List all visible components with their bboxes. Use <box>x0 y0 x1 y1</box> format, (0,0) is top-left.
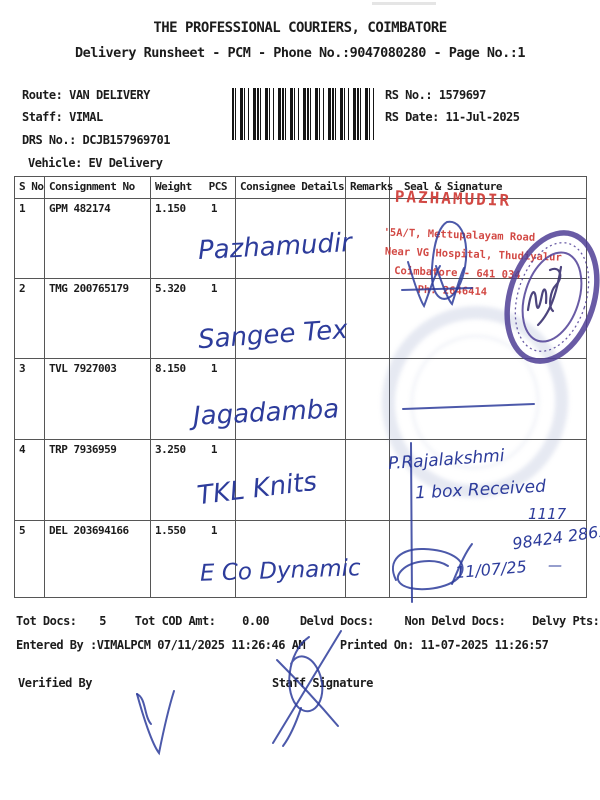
entered-by: Entered By :VIMALPCM 07/11/2025 11:26:46… <box>16 638 306 652</box>
cell-consignee <box>235 198 346 279</box>
table-row: 3 TVL 7927003 8.150 1 <box>14 358 587 440</box>
cell-remarks <box>345 198 390 279</box>
cell-seal <box>389 198 587 279</box>
cell-sno: 4 <box>14 439 45 521</box>
table-header-row: S No Consignment No Weight PCS Consignee … <box>14 176 587 199</box>
cell-remarks <box>345 439 390 521</box>
staff-value: VIMAL <box>69 110 103 124</box>
col-consignee: Consignee Details <box>235 176 346 199</box>
cell-consignee <box>235 278 346 359</box>
cell-sno: 1 <box>14 198 45 279</box>
cell-seal <box>389 520 587 598</box>
cell-consignment: DEL 203694166 <box>44 520 151 598</box>
company-title: THE PROFESSIONAL COURIERS, COIMBATORE <box>153 20 447 36</box>
cell-seal <box>389 439 587 521</box>
vehicle-value: EV Delivery <box>88 156 163 170</box>
cell-consignment: TMG 200765179 <box>44 278 151 359</box>
cell-weight-pcs: 3.250 1 <box>150 439 236 521</box>
drs-label: DRS No.: <box>22 133 76 147</box>
rs-date-label: RS Date: <box>385 110 439 124</box>
non-delvd-docs-label: Non Delvd Docs: <box>404 614 506 628</box>
delvd-docs-label: Delvd Docs: <box>299 614 374 628</box>
audit-line: Entered By :VIMALPCM 07/11/2025 11:26:46… <box>16 638 549 652</box>
printed-on: Printed On: 11-07-2025 11:26:57 <box>339 638 549 652</box>
col-consignment: Consignment No <box>44 176 151 199</box>
tot-cod-value: 0.00 <box>242 614 270 628</box>
cell-sno: 5 <box>14 520 45 598</box>
runsheet-subtitle: Delivery Runsheet - PCM - Phone No.:9047… <box>74 45 526 61</box>
cell-sno: 2 <box>14 278 45 359</box>
rs-date-line: RS Date: 11-Jul-2025 <box>385 110 520 124</box>
col-seal: Seal & Signature <box>389 176 587 199</box>
rs-no-line: RS No.: 1579697 <box>385 88 486 102</box>
col-sno: S No <box>14 176 45 199</box>
cell-remarks <box>345 520 390 598</box>
rs-no-value: 1579697 <box>438 88 487 102</box>
scan-artifact <box>372 2 436 5</box>
table-row: 2 TMG 200765179 5.320 1 <box>14 278 587 359</box>
staff-signature-cross <box>276 659 339 727</box>
rs-date-value: 11-Jul-2025 <box>445 110 520 124</box>
cell-seal <box>389 358 587 440</box>
vehicle-label: Vehicle: <box>28 156 82 170</box>
cell-consignee <box>235 358 346 440</box>
route-line: Route: VAN DELIVERY <box>22 88 150 102</box>
tot-docs-value: 5 <box>99 614 106 628</box>
table-row: 1 GPM 482174 1.150 1 <box>14 198 587 279</box>
cell-weight-pcs: 8.150 1 <box>150 358 236 440</box>
verified-by-label: Verified By <box>18 676 92 690</box>
col-remarks: Remarks <box>345 176 393 199</box>
staff-line: Staff: VIMAL <box>22 110 103 124</box>
route-value: VAN DELIVERY <box>69 88 150 102</box>
drs-line: DRS No.: DCJB157969701 <box>22 133 170 147</box>
cell-remarks <box>345 278 390 359</box>
verified-signature <box>136 690 175 756</box>
vehicle-line: Vehicle: EV Delivery <box>28 156 163 170</box>
route-label: Route: <box>22 88 63 102</box>
tot-cod-label: Tot COD Amt: <box>134 614 216 628</box>
cell-seal <box>389 278 587 359</box>
staff-signature-tail <box>282 707 302 747</box>
cell-consignment: TRP 7936959 <box>44 439 151 521</box>
table-row: 5 DEL 203694166 1.550 1 <box>14 520 587 598</box>
cell-consignee <box>235 439 346 521</box>
cell-remarks <box>345 358 390 440</box>
col-pcs: PCS <box>208 180 228 193</box>
cell-weight-pcs: 5.320 1 <box>150 278 236 359</box>
col-weight-pcs: Weight PCS <box>150 176 236 199</box>
staff-label: Staff: <box>22 110 63 124</box>
rs-no-label: RS No.: <box>385 88 433 102</box>
cell-weight-pcs: 1.150 1 <box>150 198 236 279</box>
cell-sno: 3 <box>14 358 45 440</box>
totals-line: Tot Docs: 5 Tot COD Amt: 0.00 Delvd Docs… <box>16 614 600 628</box>
drs-value: DCJB157969701 <box>82 133 171 147</box>
runsheet-barcode <box>232 88 375 140</box>
col-weight: Weight <box>155 180 192 193</box>
staff-signature-label: Staff Signature <box>272 676 373 690</box>
delvy-pts-label: Delvy Pts: <box>532 614 600 628</box>
consignment-table: S No Consignment No Weight PCS Consignee … <box>14 176 587 598</box>
cell-consignment: TVL 7927003 <box>44 358 151 440</box>
cell-weight-pcs: 1.550 1 <box>150 520 236 598</box>
verified-signature-loop <box>136 693 152 725</box>
tot-docs-label: Tot Docs: <box>16 614 77 628</box>
cell-consignment: GPM 482174 <box>44 198 151 279</box>
table-row: 4 TRP 7936959 3.250 1 <box>14 439 587 521</box>
cell-consignee <box>235 520 346 598</box>
